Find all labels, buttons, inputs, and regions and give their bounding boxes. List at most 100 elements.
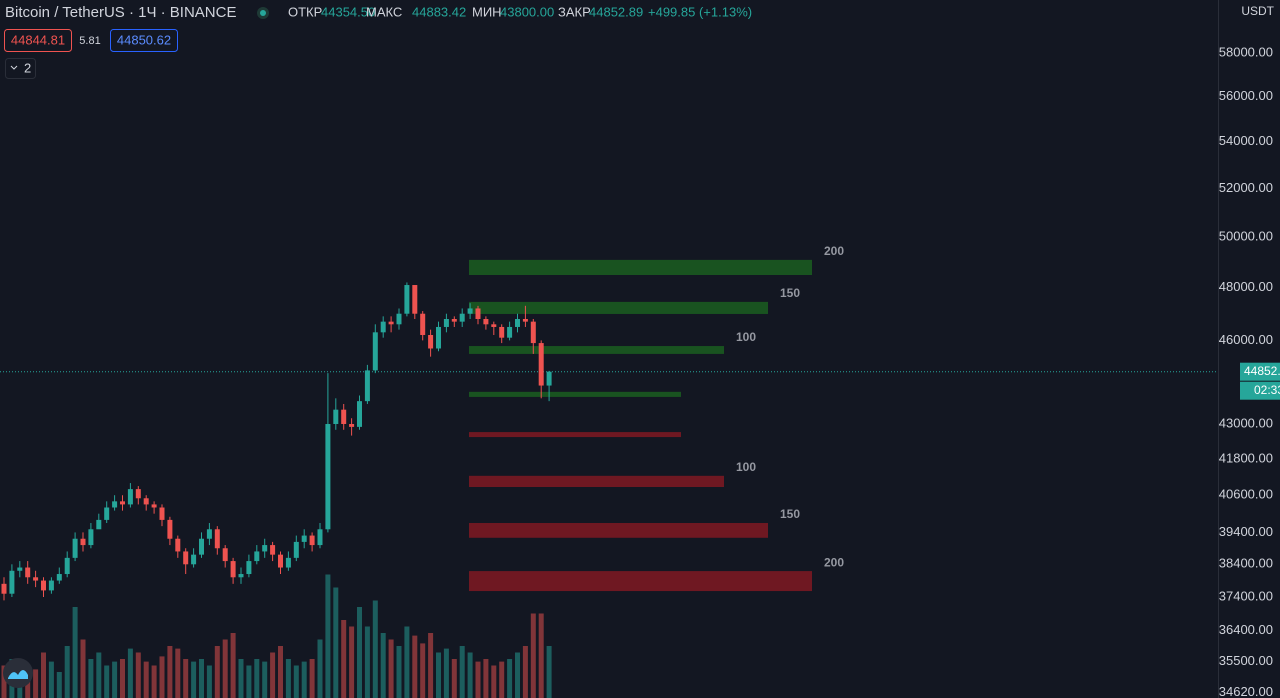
- indicators-count[interactable]: 2: [24, 60, 31, 75]
- ohlc-label: МАКС: [366, 4, 402, 19]
- symbol-title[interactable]: Bitcoin / TetherUS · 1Ч · BINANCE: [5, 4, 236, 21]
- axis-unit[interactable]: USDT: [1241, 4, 1274, 18]
- candle-body: [428, 334, 434, 349]
- level-zone: [469, 346, 724, 354]
- bid-box[interactable]: [4, 29, 72, 52]
- ask-box[interactable]: [110, 29, 178, 52]
- y-tick-label: 35500.00: [1219, 653, 1273, 668]
- y-tick-label: 39400.00: [1219, 524, 1273, 539]
- candle-body: [33, 577, 39, 581]
- candle-body: [72, 538, 78, 558]
- candle-body: [357, 401, 362, 427]
- candle-body: [230, 561, 236, 578]
- volume-bar: [522, 646, 528, 698]
- volume-bar: [262, 661, 268, 698]
- volume-bar: [357, 607, 362, 698]
- spread: 5.81: [79, 35, 100, 47]
- candle-body: [175, 538, 181, 552]
- level-zone: [469, 571, 812, 592]
- candle-body: [254, 551, 260, 562]
- volume-bar: [443, 648, 449, 698]
- volume-bar: [1, 665, 7, 698]
- level-zone: [469, 475, 724, 487]
- candle-body: [238, 574, 244, 578]
- candle-body: [191, 554, 197, 565]
- volume-bar: [388, 639, 394, 698]
- volume-bar: [238, 659, 244, 698]
- candle-body: [475, 308, 481, 319]
- candle-body: [112, 501, 118, 508]
- volume-bar: [96, 652, 102, 698]
- volume-bar: [475, 661, 481, 698]
- volume-bar: [459, 646, 465, 698]
- ask[interactable]: 44850.62: [117, 32, 171, 47]
- zone-label: 100: [736, 460, 756, 474]
- volume-bar: [175, 648, 181, 698]
- ohlc-value: 44883.42: [412, 4, 466, 19]
- ohlc-value: 44354.50: [321, 4, 375, 19]
- volume-bar: [483, 659, 489, 698]
- candle-body: [104, 507, 110, 520]
- logo[interactable]: [3, 658, 33, 688]
- countdown: 02:33: [1254, 383, 1280, 397]
- volume-bar: [515, 652, 520, 698]
- volume-bar: [451, 659, 457, 698]
- zone-label: 150: [780, 507, 800, 521]
- candle-body: [199, 538, 204, 555]
- y-tick-label: 34620.00: [1219, 684, 1273, 698]
- candle-body: [270, 545, 276, 555]
- candle-body: [88, 529, 94, 546]
- candle-body: [206, 529, 212, 539]
- candle-body: [436, 326, 441, 349]
- candle-body: [1, 583, 7, 594]
- volume-bar: [41, 652, 46, 698]
- y-tick-label: 52000.00: [1219, 180, 1273, 195]
- candle-body: [120, 501, 125, 505]
- volume-bar: [372, 600, 378, 698]
- y-tick-label: 41800.00: [1219, 451, 1273, 466]
- volume-bar: [48, 661, 54, 698]
- indicators-toggle[interactable]: [5, 58, 36, 79]
- volume-bar: [151, 665, 157, 698]
- volume-bar: [191, 661, 197, 698]
- bid[interactable]: 44844.81: [11, 32, 65, 47]
- candle-body: [412, 285, 418, 314]
- candle-body: [41, 580, 46, 591]
- candle-body: [333, 409, 339, 425]
- candle-body: [499, 326, 505, 338]
- level-zone: [469, 523, 768, 538]
- candle-body: [183, 551, 189, 565]
- candle-body: [349, 424, 355, 427]
- candle-body: [522, 318, 528, 322]
- volume-bar: [88, 659, 94, 698]
- y-tick-label: 43000.00: [1219, 415, 1273, 430]
- volume-bar: [199, 659, 204, 698]
- candle-body: [467, 308, 473, 314]
- candle-body: [246, 561, 252, 575]
- candle-body: [309, 535, 315, 546]
- candle-body: [507, 326, 513, 338]
- volume-bar: [404, 626, 410, 698]
- volume-bar: [112, 661, 118, 698]
- volume-bar: [56, 672, 62, 698]
- volume-bar: [380, 633, 386, 698]
- volume-bar: [507, 659, 513, 698]
- y-tick-label: 37400.00: [1219, 588, 1273, 603]
- candle-body: [364, 370, 370, 402]
- y-tick-label: 46000.00: [1219, 332, 1273, 347]
- candle-body: [341, 409, 347, 425]
- ohlc-value: 43800.00: [500, 4, 554, 19]
- volume-bar: [293, 665, 299, 698]
- volume-bar: [230, 633, 236, 698]
- candle-body: [159, 507, 165, 520]
- volume-bar: [72, 607, 78, 698]
- volume-bar: [309, 659, 315, 698]
- candle-body: [64, 557, 70, 575]
- candle-body: [380, 321, 386, 333]
- price-tag-value: 44852.89: [1244, 364, 1280, 378]
- candle-body: [546, 371, 552, 386]
- volume-bar: [270, 652, 276, 698]
